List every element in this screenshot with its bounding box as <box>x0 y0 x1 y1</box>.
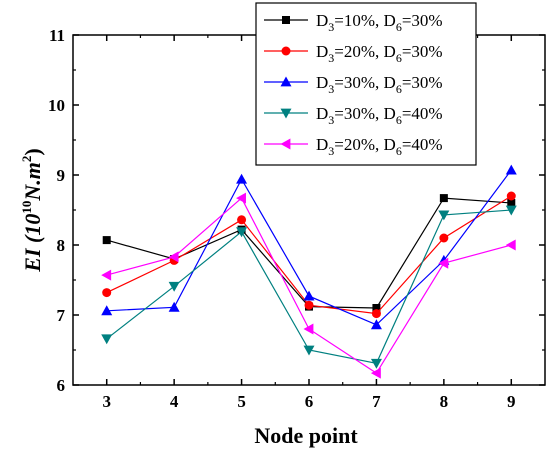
data-point <box>236 173 248 184</box>
legend-label-subscript: 6 <box>396 51 402 65</box>
legend-label-subscript: 6 <box>396 113 402 127</box>
legend-box <box>255 2 477 166</box>
legend-marker <box>281 46 291 56</box>
data-point <box>168 301 180 312</box>
x-tick-label: 5 <box>237 392 246 411</box>
x-tick-label: 9 <box>507 392 516 411</box>
data-point <box>101 305 113 316</box>
data-point <box>303 323 314 335</box>
legend-marker <box>280 108 292 119</box>
legend-label-subscript: 3 <box>328 82 334 96</box>
y-tick-label: 9 <box>57 166 66 185</box>
legend: D3=10%, D6=30%D3=20%, D6=30%D3=30%, D6=3… <box>255 2 477 166</box>
legend-label-text: D <box>316 104 328 123</box>
legend-item: D3=10%, D6=30% <box>264 11 443 34</box>
legend-label-text: =20%, D <box>334 135 396 154</box>
legend-label-text: =30% <box>402 73 443 92</box>
legend-label-subscript: 6 <box>396 20 402 34</box>
data-point <box>507 199 516 207</box>
legend-label-text: =40% <box>402 135 443 154</box>
y-tick-label: 7 <box>57 306 66 325</box>
legend-label-text: =20%, D <box>334 42 396 61</box>
data-point <box>505 205 517 216</box>
data-point <box>438 210 450 221</box>
data-point <box>370 358 382 369</box>
legend-label-subscript: 3 <box>328 144 334 158</box>
series-2 <box>102 191 516 319</box>
legend-label-text: =10%, D <box>334 11 396 30</box>
data-point <box>372 304 381 312</box>
legend-label: D3=30%, D6=40% <box>316 104 443 127</box>
legend-label-subscript: 6 <box>396 144 402 158</box>
legend-label: D3=20%, D6=40% <box>316 135 443 158</box>
legend-label-subscript: 6 <box>396 82 402 96</box>
data-point <box>505 164 517 175</box>
y-axis-title-unit-exponent: 2 <box>19 156 34 163</box>
x-tick-label: 8 <box>440 392 449 411</box>
legend-label-subscript: 3 <box>328 51 334 65</box>
x-tick-label: 7 <box>372 392 381 411</box>
legend-label: D3=20%, D6=30% <box>316 42 443 65</box>
data-point <box>236 227 248 238</box>
legend-marker <box>282 16 290 24</box>
legend-label-text: D <box>316 11 328 30</box>
legend-label-text: =30% <box>402 42 443 61</box>
data-point <box>439 194 448 203</box>
legend-label-text: =30%, D <box>334 104 396 123</box>
data-point <box>303 345 315 356</box>
series-line <box>106 209 512 364</box>
data-point <box>102 288 112 298</box>
data-point <box>304 300 314 310</box>
data-point <box>371 309 381 319</box>
legend-label-text: =30%, D <box>334 73 396 92</box>
x-axis-title: Node point <box>254 423 358 448</box>
data-point <box>505 239 516 251</box>
legend-label: D3=10%, D6=30% <box>316 11 443 34</box>
y-tick-label: 11 <box>49 26 65 45</box>
legend-item: D3=30%, D6=30% <box>264 73 443 96</box>
series-5 <box>101 192 516 379</box>
x-tick-label: 6 <box>305 392 314 411</box>
legend-label-text: =40% <box>402 104 443 123</box>
legend-label-text: D <box>316 135 328 154</box>
x-tick-label: 3 <box>102 392 111 411</box>
data-point <box>370 367 381 379</box>
y-tick-label: 10 <box>48 96 65 115</box>
series-layer <box>101 164 517 379</box>
y-axis-title: EI (1010N.m2) <box>19 148 45 272</box>
legend-label: D3=30%, D6=30% <box>316 73 443 96</box>
data-point <box>102 236 111 245</box>
series-4 <box>101 205 517 369</box>
legend-label-subscript: 3 <box>328 20 334 34</box>
y-axis-title-suffix: ) <box>20 148 45 155</box>
y-tick-label: 6 <box>57 376 66 395</box>
legend-label-text: D <box>316 42 328 61</box>
data-point <box>237 215 247 225</box>
legend-marker <box>280 76 292 87</box>
data-point <box>101 334 113 345</box>
legend-item: D3=20%, D6=40% <box>264 135 443 158</box>
data-point <box>101 269 112 281</box>
y-tick-label: 8 <box>57 236 66 255</box>
data-point <box>168 281 180 292</box>
data-point <box>438 257 449 269</box>
legend-item: D3=20%, D6=30% <box>264 42 443 65</box>
legend-label-text: =30% <box>402 11 443 30</box>
legend-item: D3=30%, D6=40% <box>264 104 443 127</box>
data-point <box>236 192 246 204</box>
y-axis-title-unit: N.m <box>20 162 45 202</box>
data-point <box>370 319 382 330</box>
y-axis-title-prefix: EI (10 <box>20 214 45 273</box>
data-point <box>506 191 516 201</box>
data-point <box>439 233 449 243</box>
legend-label-subscript: 3 <box>328 113 334 127</box>
legend-label-text: D <box>316 73 328 92</box>
data-point <box>168 251 179 263</box>
data-point <box>303 290 315 301</box>
legend-marker <box>280 138 291 150</box>
y-axis-title-exponent: 10 <box>19 201 34 214</box>
x-tick-label: 4 <box>170 392 179 411</box>
